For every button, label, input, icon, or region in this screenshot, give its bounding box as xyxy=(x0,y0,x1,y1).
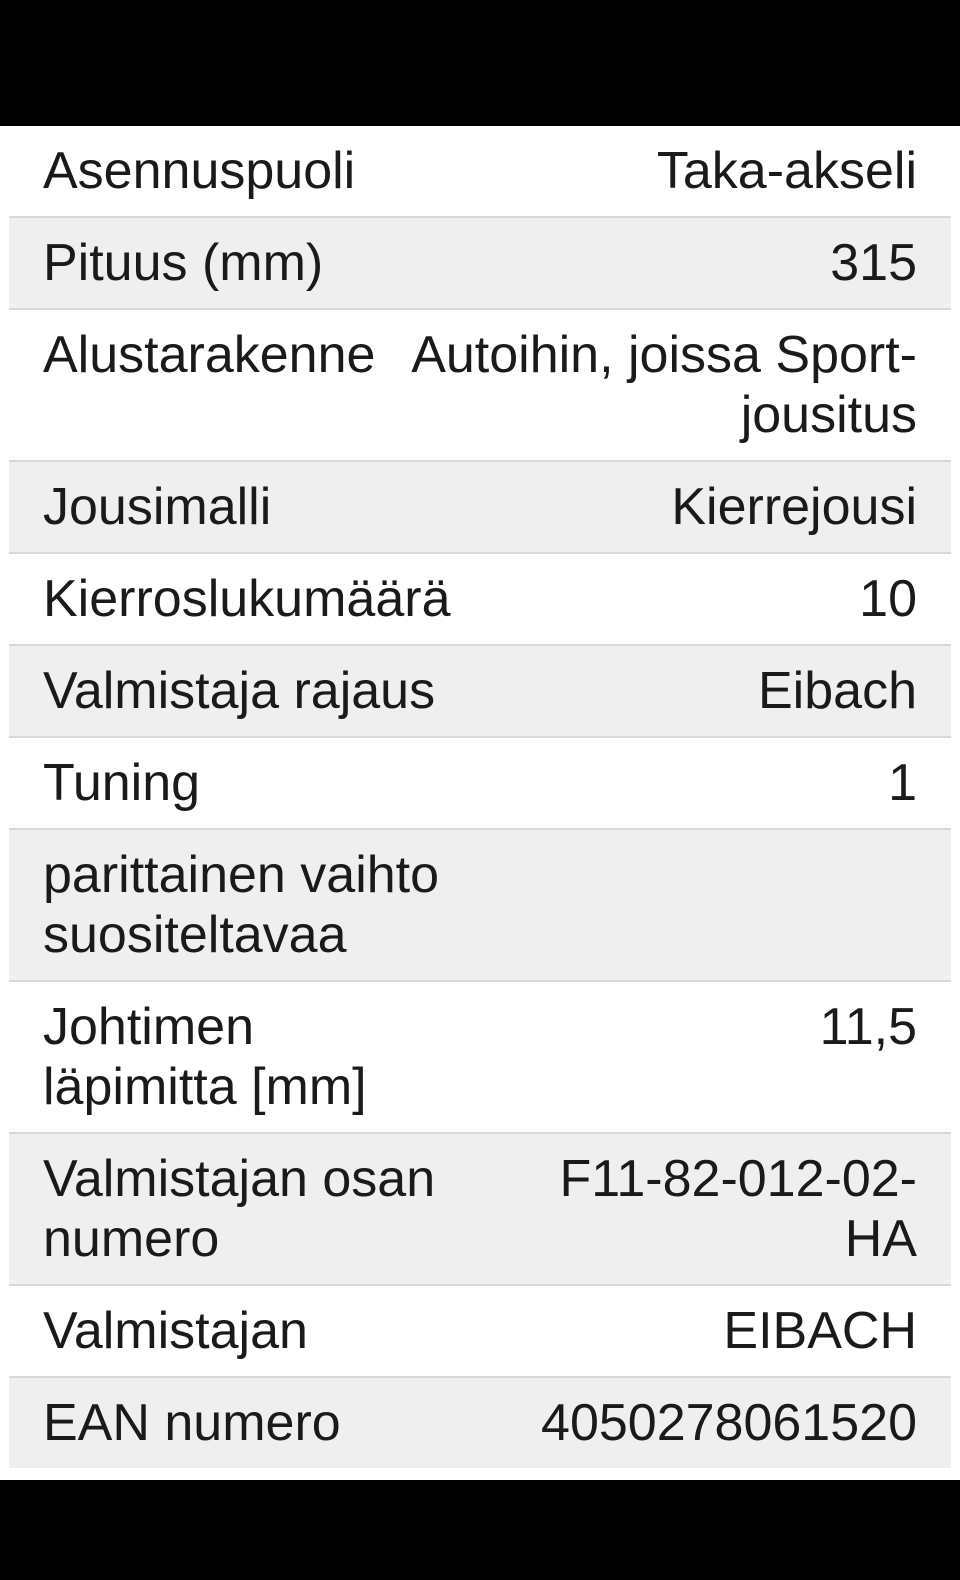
spec-label: parittainen vaihto suositeltavaa xyxy=(43,846,440,964)
spec-label: Tuning xyxy=(43,754,201,812)
spec-row-valmistajan-osan-numero: Valmistajan osan numero F11-82-012-02-HA xyxy=(9,1132,951,1284)
spec-label: Pituus (mm) xyxy=(43,234,324,292)
spec-value: 315 xyxy=(830,234,917,292)
spec-value: F11-82-012-02-HA xyxy=(559,1150,917,1268)
spec-label: EAN numero xyxy=(43,1394,341,1452)
spec-row-valmistaja-rajaus: Valmistaja rajaus Eibach xyxy=(9,644,951,736)
spec-label: Johtimen läpimitta [mm] xyxy=(43,998,367,1116)
spec-label: Kierroslukumäärä xyxy=(43,570,451,628)
spec-value: 1 xyxy=(888,754,917,812)
spec-value: 10 xyxy=(859,570,917,628)
spec-row-parittainen-vaihto: parittainen vaihto suositeltavaa xyxy=(9,828,951,980)
spec-label: Asennuspuoli xyxy=(43,142,356,200)
spec-row-ean-numero: EAN numero 4050278061520 xyxy=(9,1376,951,1468)
spec-value: Taka-akseli xyxy=(656,142,917,200)
spec-table: Asennuspuoli Taka-akseli Pituus (mm) 315… xyxy=(0,126,960,1468)
spec-value: Kierrejousi xyxy=(671,478,917,536)
spec-value: 4050278061520 xyxy=(541,1394,917,1452)
spec-row-asennuspuoli: Asennuspuoli Taka-akseli xyxy=(9,126,951,216)
spec-value: Eibach xyxy=(758,662,917,720)
spec-value: EIBACH xyxy=(723,1302,917,1360)
spec-label: Jousimalli xyxy=(43,478,272,536)
spec-row-tuning: Tuning 1 xyxy=(9,736,951,828)
spec-row-johtimen-lapimitta: Johtimen läpimitta [mm] 11,5 xyxy=(9,980,951,1132)
spec-row-alustarakenne: Alustarakenne Autoihin, joissa Sport-jou… xyxy=(9,308,951,460)
spec-value: Autoihin, joissa Sport-jousitus xyxy=(411,326,917,444)
spec-label: Valmistajan xyxy=(43,1302,308,1360)
spec-row-kierroslukumaara: Kierroslukumäärä 10 xyxy=(9,552,951,644)
spec-label: Valmistajan osan numero xyxy=(43,1150,436,1268)
spec-label: Alustarakenne xyxy=(43,326,376,384)
spec-row-valmistajan: Valmistajan EIBACH xyxy=(9,1284,951,1376)
spec-row-pituus: Pituus (mm) 315 xyxy=(9,216,951,308)
bottom-black-bar xyxy=(0,1480,960,1580)
top-black-bar xyxy=(0,0,960,126)
spec-label: Valmistaja rajaus xyxy=(43,662,436,720)
spec-row-jousimalli: Jousimalli Kierrejousi xyxy=(9,460,951,552)
spec-value: 11,5 xyxy=(819,998,917,1056)
